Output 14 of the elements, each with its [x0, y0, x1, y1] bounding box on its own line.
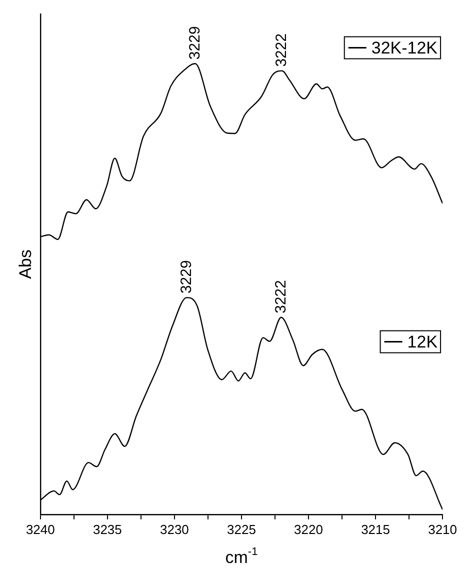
x-tick-label: 3210: [428, 522, 457, 537]
y-axis-title: Abs: [16, 250, 35, 279]
x-tick-label: 3215: [361, 522, 390, 537]
annotation: 3222: [272, 280, 290, 314]
annotation: 3229: [178, 260, 195, 294]
x-tick-label: 3220: [294, 522, 323, 537]
x-tick-label: 3230: [160, 522, 189, 537]
annotation: 3222: [273, 33, 290, 67]
x-tick-label: 3225: [227, 522, 256, 537]
annotation: 3229: [186, 26, 204, 60]
x-tick-label: 3235: [92, 522, 122, 537]
legend-label: 32K-12K: [371, 38, 438, 58]
legend-label: 12K: [407, 332, 438, 352]
x-tick-label: 3240: [26, 522, 55, 537]
